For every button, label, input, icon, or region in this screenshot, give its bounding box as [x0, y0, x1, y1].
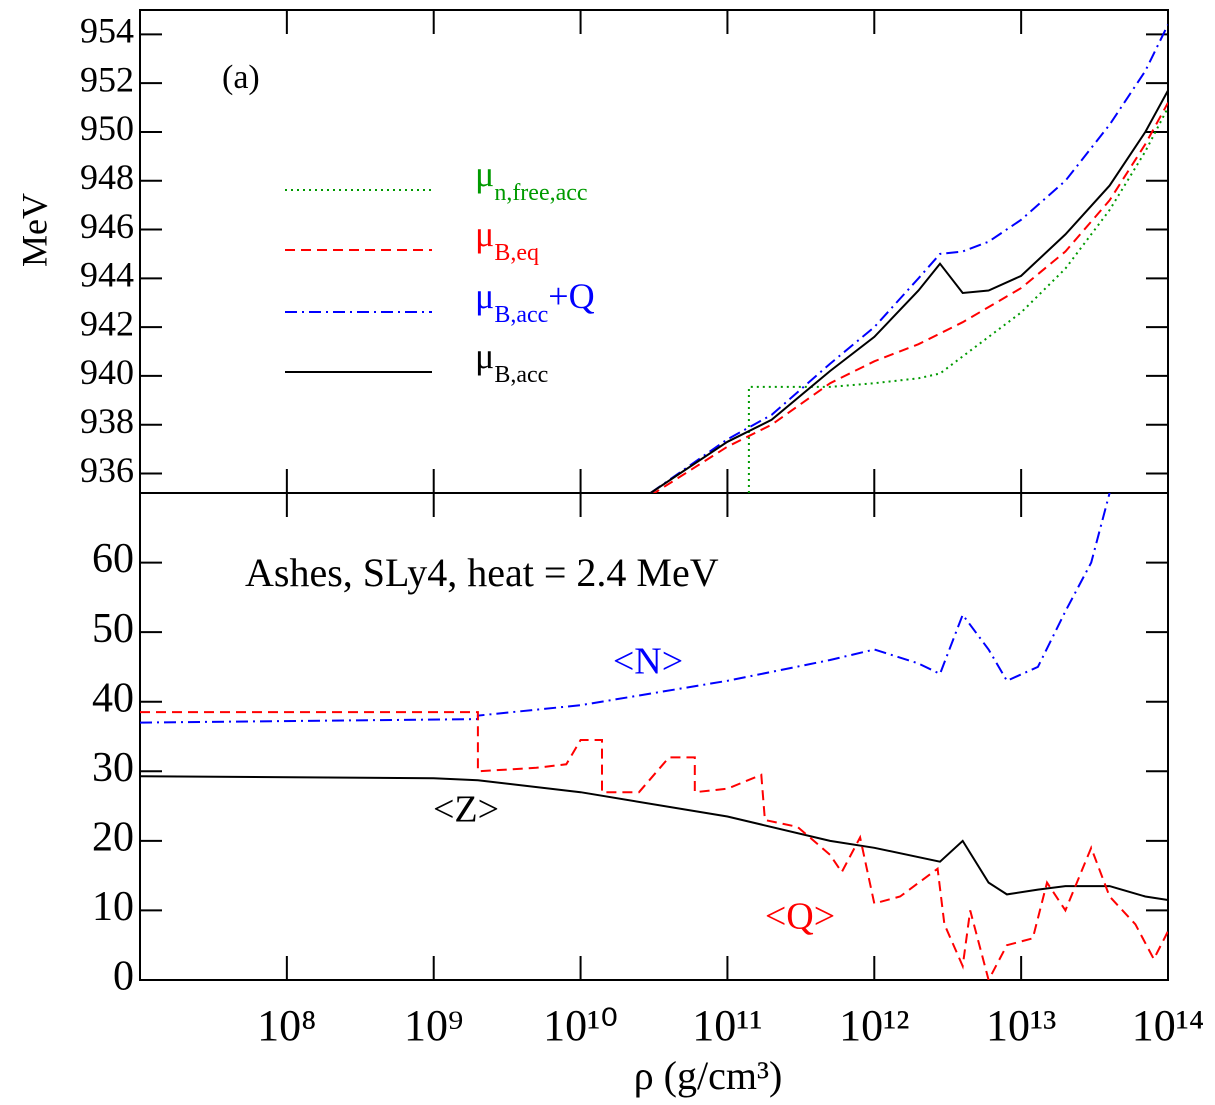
y-tick-label: 10	[92, 884, 134, 930]
x-tick-label: 10¹⁴	[1132, 1001, 1205, 1050]
legend-label: μB,eq	[475, 214, 539, 265]
x-tick-label: 10⁹	[404, 1001, 463, 1050]
series-label: <Z>	[433, 789, 499, 831]
y-tick-label: 60	[92, 536, 134, 582]
y-tick-label: 936	[80, 450, 134, 490]
series-line	[747, 107, 1168, 493]
legend-label: μn,free,acc	[475, 154, 588, 205]
series-line	[140, 711, 1168, 980]
legend-name: μ	[475, 154, 494, 194]
annotation: (a)	[222, 59, 260, 96]
y-tick-label: 954	[80, 11, 134, 51]
legend-subscript: n,free,acc	[494, 180, 587, 206]
y-tick-label: 20	[92, 814, 134, 860]
y-tick-label: 942	[80, 303, 134, 343]
series-line	[140, 493, 1111, 724]
legend-name: μ	[475, 276, 494, 316]
y-tick-label: 946	[80, 206, 134, 246]
legend-subscript: B,acc	[494, 362, 548, 388]
x-tick-label: 10¹²	[839, 1001, 909, 1050]
series-line	[650, 90, 1168, 493]
y-tick-label: 940	[80, 352, 134, 392]
y-tick-label: 40	[92, 675, 134, 721]
legend-subscript: B,acc	[494, 302, 548, 328]
y-tick-label: 0	[113, 954, 134, 1000]
y-tick-label: 938	[80, 401, 134, 441]
series-label: <Q>	[765, 896, 835, 938]
x-axis-label: ρ (g/cm³)	[634, 1053, 783, 1098]
series-line	[140, 775, 1168, 901]
y-tick-label: 950	[80, 108, 134, 148]
x-tick-label: 10¹¹	[692, 1001, 762, 1050]
x-tick-label: 10¹⁰	[543, 1001, 618, 1050]
legend-suffix: +Q	[548, 276, 594, 316]
x-tick-label: 10⁸	[257, 1001, 316, 1050]
y-tick-label: 50	[92, 606, 134, 652]
series-line	[652, 102, 1168, 493]
legend-name: μ	[475, 214, 494, 254]
annotation: Ashes, SLy4, heat = 2.4 MeV	[245, 550, 719, 595]
series-line	[650, 24, 1168, 493]
x-tick-label: 10¹³	[986, 1001, 1056, 1050]
y-tick-label: 952	[80, 59, 134, 99]
legend-label: μB,acc	[475, 336, 548, 387]
legend-name: μ	[475, 336, 494, 376]
series-label: <N>	[613, 641, 683, 683]
legend-label: μB,acc+Q	[475, 276, 595, 327]
y-tick-label: 30	[92, 745, 134, 791]
y-tick-label: 948	[80, 157, 134, 197]
y-axis-label: MeV	[14, 193, 54, 267]
plot-frame	[139, 9, 1169, 981]
legend-subscript: B,eq	[494, 240, 539, 266]
y-tick-label: 944	[80, 255, 134, 295]
